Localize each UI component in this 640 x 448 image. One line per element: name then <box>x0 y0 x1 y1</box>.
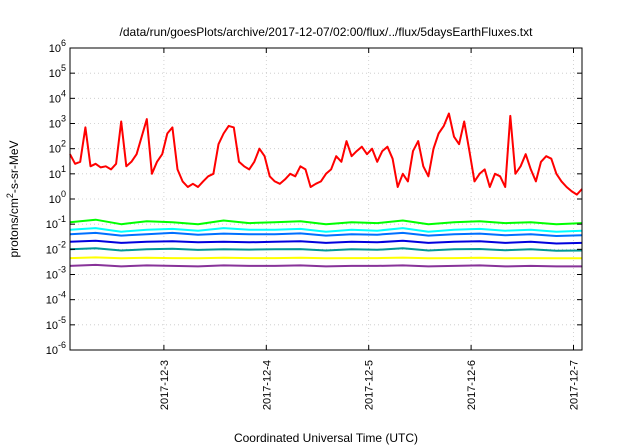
y-tick-label: 10-4 <box>46 290 66 307</box>
y-tick-label: 10-6 <box>46 340 66 357</box>
series-line <box>69 218 583 226</box>
chart-title: /data/run/goesPlots/archive/2017-12-07/0… <box>120 25 534 39</box>
x-tick-labels: 2017-12-3 2017-12-4 2017-12-5 2017-12-6 2017… <box>159 48 581 410</box>
x-tick-label: 2017-12-5 <box>364 360 376 410</box>
x-tick-label: 2017-12-3 <box>159 360 171 410</box>
y-tick-label: 100 <box>49 189 66 206</box>
y-tick-labels: 10-6 10-5 10-4 10-3 10-2 10-1 100 101 102 103 104 1… <box>46 38 582 357</box>
x-tick-label: 2017-12-4 <box>261 360 273 410</box>
y-tick-label: 104 <box>49 88 66 105</box>
y-tick-label: 10-5 <box>46 315 66 332</box>
grid-lines <box>70 48 582 350</box>
series-line <box>69 231 583 237</box>
series-line <box>69 256 582 260</box>
y-axis-label-prefix: protons/cm <box>7 198 21 257</box>
x-axis-label: Coordinated Universal Time (UTC) <box>234 431 418 445</box>
y-tick-label: 101 <box>49 164 66 181</box>
y-tick-label: 10-2 <box>46 239 66 256</box>
series-line <box>69 239 583 245</box>
series-layer <box>69 112 583 268</box>
y-tick-label: 10-1 <box>46 214 66 231</box>
y-tick-label: 102 <box>49 139 66 156</box>
y-axis-label-suffix: -s-sr-MeV <box>7 140 21 193</box>
y-tick-label: 10-3 <box>46 265 66 282</box>
series-line <box>69 227 583 233</box>
series-line <box>69 112 583 196</box>
y-tick-label: 106 <box>49 38 66 55</box>
y-tick-label: 103 <box>49 114 66 131</box>
x-tick-label: 2017-12-6 <box>466 360 478 410</box>
y-tick-label: 105 <box>49 63 66 80</box>
y-axis-label: protons/cm2-s-sr-MeV <box>5 140 21 257</box>
series-line <box>69 263 582 268</box>
y-axis-label-sup: 2 <box>5 193 15 198</box>
x-tick-label: 2017-12-7 <box>569 360 581 410</box>
series-line <box>69 247 583 252</box>
